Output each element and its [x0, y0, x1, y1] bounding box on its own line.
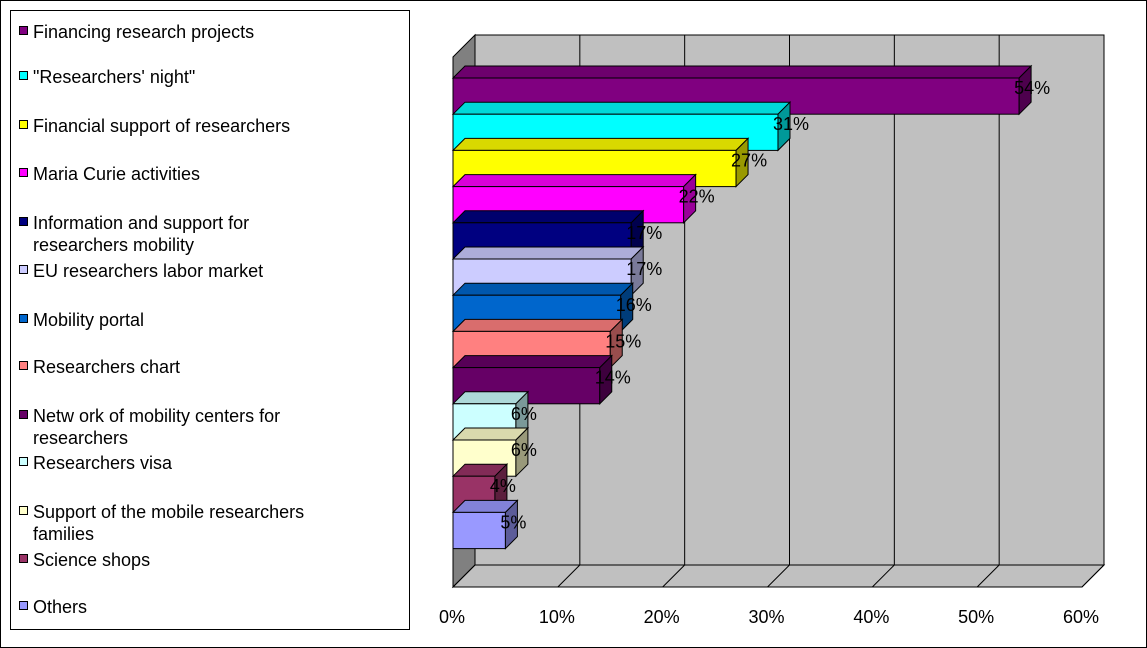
- legend-swatch: [19, 120, 28, 129]
- legend-item: Netw ork of mobility centers for researc…: [19, 405, 281, 449]
- data-label: 14%: [595, 368, 631, 388]
- bar-end-face: [515, 426, 529, 478]
- bars: [451, 64, 1033, 550]
- legend-label: Financial support of researchers: [33, 116, 291, 136]
- floor-gridline: [976, 564, 1000, 588]
- data-label: 5%: [500, 512, 526, 532]
- bar-top-face: [451, 427, 530, 441]
- x-tick-label: 30%: [748, 607, 784, 627]
- legend-item: Researchers visa: [19, 452, 173, 474]
- data-label: 31%: [773, 114, 809, 134]
- data-label: 6%: [511, 440, 537, 460]
- bar-top-face: [451, 137, 750, 151]
- x-tick-label: 0%: [439, 607, 465, 627]
- legend-item: Others: [19, 596, 88, 618]
- legend-swatch: [19, 554, 28, 563]
- bar-top-face: [451, 391, 530, 405]
- legend-label: Information and support for researchers …: [33, 213, 250, 255]
- legend-item: Researchers chart: [19, 356, 181, 378]
- floor-gridline: [767, 564, 790, 588]
- data-label: 54%: [1014, 78, 1050, 98]
- legend: Financing research projects "Researchers'…: [10, 10, 410, 630]
- legend-item: Mobility portal: [19, 309, 145, 331]
- floor-gridline: [662, 564, 686, 588]
- bar-top-face: [451, 355, 613, 369]
- legend-item: Information and support for researchers …: [19, 212, 250, 256]
- legend-swatch: [19, 410, 28, 419]
- legend-label: EU researchers labor market: [33, 261, 264, 281]
- legend-swatch: [19, 26, 28, 35]
- bar-end-face: [683, 173, 697, 225]
- bar-top-face: [451, 101, 792, 115]
- x-tick-label: 40%: [853, 607, 889, 627]
- data-label: 17%: [626, 223, 662, 243]
- x-axis-ticks: 0% 10% 20% 30% 40% 50% 60%: [439, 607, 1099, 627]
- legend-swatch: [19, 265, 28, 274]
- data-label: 22%: [679, 187, 715, 207]
- bar-front-face: [452, 511, 506, 550]
- x-tick-label: 20%: [644, 607, 680, 627]
- data-label: 4%: [490, 476, 516, 496]
- floor-gridline: [557, 564, 581, 588]
- x-tick-label: 10%: [539, 607, 575, 627]
- legend-swatch: [19, 314, 28, 323]
- legend-label: Netw ork of mobility centers for researc…: [33, 406, 281, 448]
- legend-label: Science shops: [33, 550, 151, 570]
- bar-top-face: [451, 65, 1033, 79]
- legend-swatch: [19, 168, 28, 177]
- bar-top-face: [451, 282, 634, 296]
- x-tick-label: 50%: [958, 607, 994, 627]
- legend-label: Researchers visa: [33, 453, 173, 473]
- legend-label: Financing research projects: [33, 22, 255, 42]
- bar: [451, 499, 519, 550]
- legend-swatch: [19, 217, 28, 226]
- legend-swatch: [19, 361, 28, 370]
- bar-top-face: [451, 174, 697, 188]
- legend-swatch: [19, 601, 28, 610]
- bar-end-face: [504, 499, 518, 550]
- data-labels: 54% 31% 27% 22% 17% 17% 16% 15% 14% 6% 6% 4% 5%: [490, 78, 1050, 532]
- bar: [451, 137, 750, 188]
- data-label: 6%: [511, 404, 537, 424]
- x-tick-label: 60%: [1063, 607, 1099, 627]
- legend-label: Others: [33, 597, 88, 617]
- legend-item: EU researchers labor market: [19, 260, 264, 282]
- data-label: 27%: [731, 150, 767, 170]
- legend-label: Researchers chart: [33, 357, 181, 377]
- legend-swatch: [19, 71, 28, 80]
- bar-top-face: [451, 318, 624, 332]
- legend-item: Support of the mobile researchers famili…: [19, 501, 305, 545]
- legend-label: "Researchers' night": [33, 67, 196, 87]
- bar-end-face: [1018, 64, 1032, 116]
- bar-end-face: [777, 100, 791, 152]
- legend-label: Mobility portal: [33, 310, 145, 330]
- bar-end-face: [599, 354, 613, 406]
- legend-swatch: [19, 506, 28, 515]
- legend-swatch: [19, 457, 28, 466]
- legend-item: Maria Curie activities: [19, 163, 201, 185]
- legend-item: Science shops: [19, 549, 151, 571]
- legend-label: Maria Curie activities: [33, 164, 201, 184]
- data-label: 15%: [605, 331, 641, 351]
- legend-label: Support of the mobile researchers famili…: [33, 502, 305, 544]
- legend-item: Financing research projects: [19, 21, 255, 43]
- bar-top-face: [451, 210, 645, 224]
- floor-gridline: [452, 564, 476, 588]
- data-label: 16%: [616, 295, 652, 315]
- bar-end-face: [735, 137, 749, 188]
- floor-gridline: [871, 564, 895, 588]
- legend-item: Financial support of researchers: [19, 115, 291, 137]
- bar-top-face: [451, 246, 645, 260]
- legend-item: "Researchers' night": [19, 66, 196, 88]
- floor-gridline: [1081, 564, 1105, 588]
- data-label: 17%: [626, 259, 662, 279]
